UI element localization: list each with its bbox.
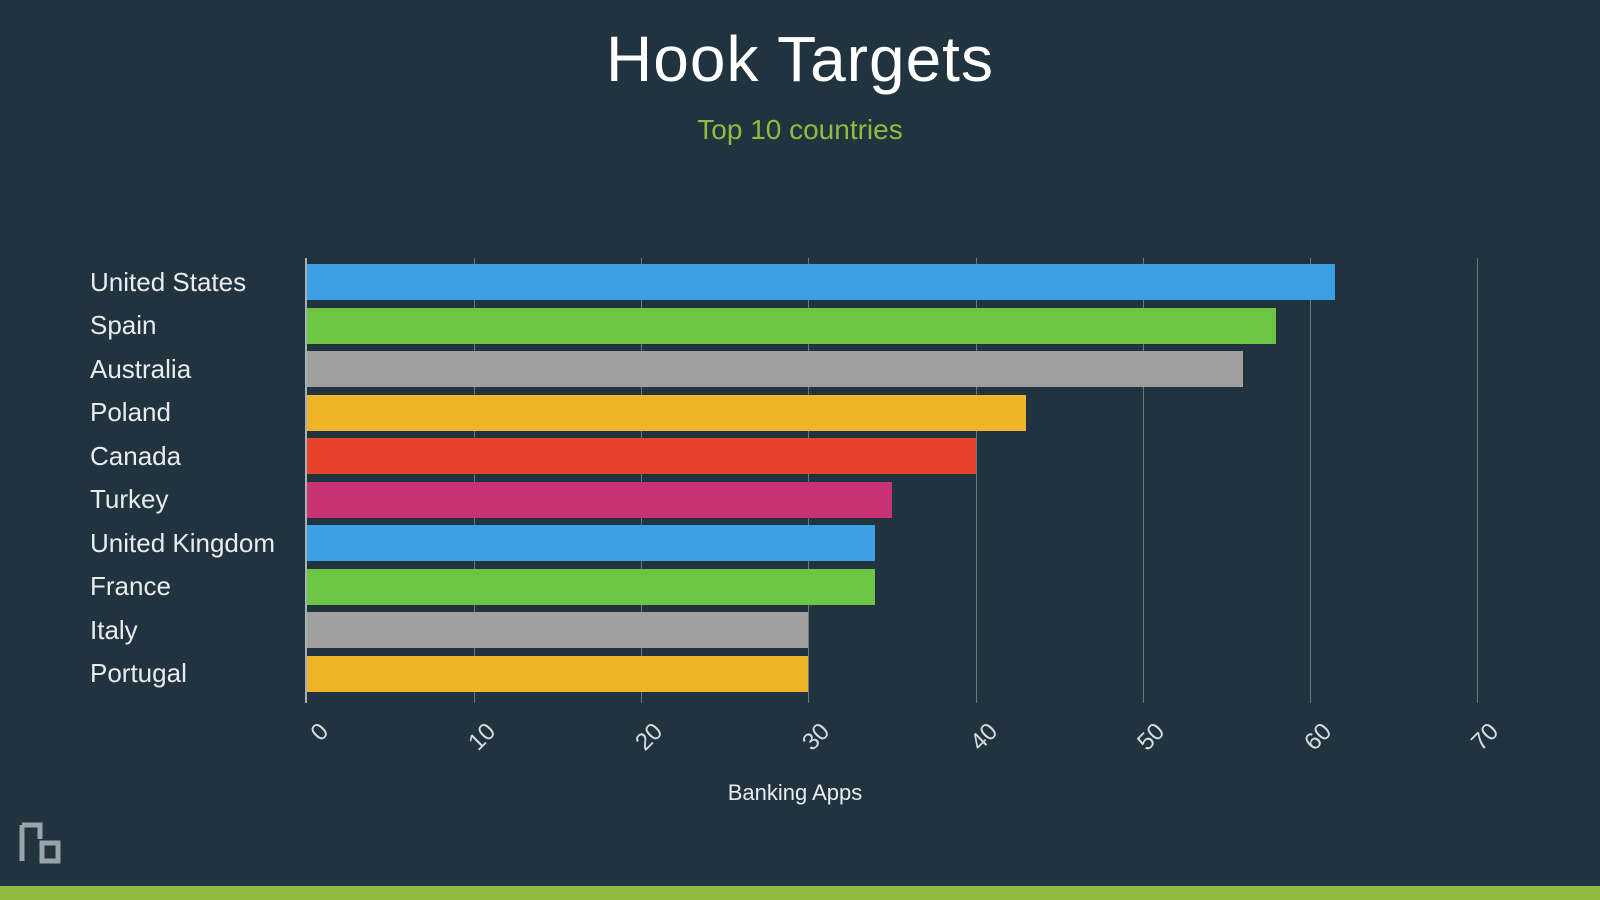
bar bbox=[307, 308, 1276, 344]
x-axis-tick-label: 50 bbox=[1122, 718, 1170, 766]
bar bbox=[307, 612, 808, 648]
y-axis-category-label: Turkey bbox=[90, 478, 290, 522]
bar bbox=[307, 656, 808, 692]
plot-area bbox=[305, 258, 1475, 703]
x-axis-tick-label: 10 bbox=[454, 718, 502, 766]
x-axis-tick-label: 20 bbox=[621, 718, 669, 766]
chart-title: Hook Targets bbox=[0, 0, 1600, 96]
y-axis-category-label: Poland bbox=[90, 391, 290, 435]
brand-logo bbox=[18, 821, 62, 870]
bar bbox=[307, 482, 892, 518]
x-axis-tick-label: 60 bbox=[1290, 718, 1338, 766]
bar bbox=[307, 351, 1243, 387]
y-axis-category-label: United States bbox=[90, 260, 290, 304]
bar bbox=[307, 395, 1026, 431]
y-axis-category-label: Portugal bbox=[90, 652, 290, 696]
y-axis-category-label: Spain bbox=[90, 304, 290, 348]
x-axis-tick-label: 40 bbox=[955, 718, 1003, 766]
gridline bbox=[1310, 258, 1311, 703]
x-axis-tick-label: 0 bbox=[287, 718, 335, 766]
bar bbox=[307, 525, 875, 561]
x-axis-label: Banking Apps bbox=[90, 780, 1500, 806]
bar bbox=[307, 569, 875, 605]
x-axis-tick-label: 70 bbox=[1457, 718, 1505, 766]
y-axis-category-label: Australia bbox=[90, 347, 290, 391]
footer-accent-bar bbox=[0, 886, 1600, 900]
y-axis-category-label: France bbox=[90, 565, 290, 609]
bar bbox=[307, 264, 1335, 300]
bar bbox=[307, 438, 976, 474]
chart-subtitle: Top 10 countries bbox=[0, 114, 1600, 146]
x-axis-tick-label: 30 bbox=[788, 718, 836, 766]
chart-container: United StatesSpainAustraliaPolandCanadaT… bbox=[90, 258, 1500, 768]
y-axis-category-label: Italy bbox=[90, 608, 290, 652]
y-axis-category-label: Canada bbox=[90, 434, 290, 478]
gridline bbox=[1477, 258, 1478, 703]
y-axis-category-label: United Kingdom bbox=[90, 521, 290, 565]
